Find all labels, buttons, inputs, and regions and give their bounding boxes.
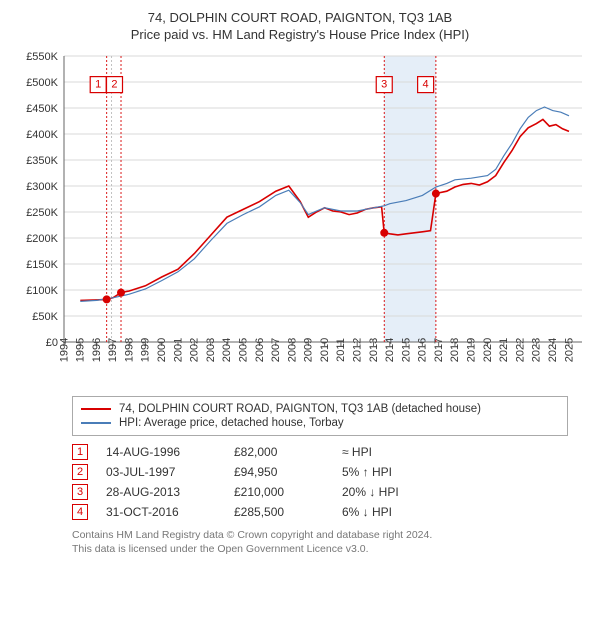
- svg-text:£0: £0: [46, 337, 58, 349]
- event-price: £210,000: [234, 485, 324, 499]
- svg-text:2016: 2016: [417, 338, 429, 362]
- svg-text:2002: 2002: [189, 338, 201, 362]
- event-date: 14-AUG-1996: [106, 445, 216, 459]
- event-price: £94,950: [234, 465, 324, 479]
- events-table: 1 14-AUG-1996 £82,000 ≈ HPI 2 03-JUL-1997 £94,…: [72, 444, 568, 520]
- price-chart: £0 £50K £100K £150K £200K £250K £300K £350K £400…: [10, 50, 590, 390]
- svg-text:2021: 2021: [498, 338, 510, 362]
- svg-text:£300K: £300K: [26, 181, 58, 193]
- svg-text:2012: 2012: [352, 338, 364, 362]
- svg-text:£400K: £400K: [26, 129, 58, 141]
- footer-line-1: Contains HM Land Registry data © Crown c…: [72, 528, 568, 542]
- svg-text:£450K: £450K: [26, 103, 58, 115]
- event-price: £285,500: [234, 505, 324, 519]
- legend-swatch: [81, 408, 111, 410]
- event-relative: ≈ HPI: [342, 445, 442, 459]
- chart-svg: £0 £50K £100K £150K £200K £250K £300K £350K £400…: [10, 50, 590, 390]
- svg-text:2001: 2001: [172, 338, 184, 362]
- legend-row: 74, DOLPHIN COURT ROAD, PAIGNTON, TQ3 1A…: [81, 403, 559, 415]
- footer: Contains HM Land Registry data © Crown c…: [72, 528, 568, 556]
- event-relative: 5% ↑ HPI: [342, 465, 442, 479]
- event-index: 1: [72, 444, 88, 460]
- svg-text:2008: 2008: [286, 338, 298, 362]
- svg-text:1996: 1996: [91, 338, 103, 362]
- event-index: 4: [72, 504, 88, 520]
- legend-row: HPI: Average price, detached house, Torb…: [81, 417, 559, 429]
- svg-text:2009: 2009: [303, 338, 315, 362]
- svg-text:2022: 2022: [514, 338, 526, 362]
- svg-text:£150K: £150K: [26, 259, 58, 271]
- svg-text:2019: 2019: [466, 338, 478, 362]
- event-price: £82,000: [234, 445, 324, 459]
- svg-text:2010: 2010: [319, 338, 331, 362]
- svg-text:2015: 2015: [400, 338, 412, 362]
- svg-text:£350K: £350K: [26, 155, 58, 167]
- svg-text:2003: 2003: [205, 338, 217, 362]
- event-date: 28-AUG-2013: [106, 485, 216, 499]
- legend-swatch: [81, 422, 111, 424]
- svg-text:2005: 2005: [237, 338, 249, 362]
- svg-text:2006: 2006: [254, 338, 266, 362]
- event-index: 3: [72, 484, 88, 500]
- svg-text:2018: 2018: [449, 338, 461, 362]
- svg-text:3: 3: [381, 79, 387, 91]
- svg-text:4: 4: [423, 79, 429, 91]
- svg-text:2007: 2007: [270, 338, 282, 362]
- footer-line-2: This data is licensed under the Open Gov…: [72, 542, 568, 556]
- svg-text:1999: 1999: [140, 338, 152, 362]
- event-row: 4 31-OCT-2016 £285,500 6% ↓ HPI: [72, 504, 568, 520]
- event-relative: 20% ↓ HPI: [342, 485, 442, 499]
- svg-text:1997: 1997: [107, 338, 119, 362]
- legend: 74, DOLPHIN COURT ROAD, PAIGNTON, TQ3 1A…: [72, 396, 568, 436]
- svg-text:£50K: £50K: [32, 311, 58, 323]
- svg-text:1: 1: [95, 79, 101, 91]
- svg-text:2023: 2023: [531, 338, 543, 362]
- page-subtitle: Price paid vs. HM Land Registry's House …: [10, 27, 590, 42]
- event-row: 1 14-AUG-1996 £82,000 ≈ HPI: [72, 444, 568, 460]
- svg-text:2025: 2025: [563, 338, 575, 362]
- svg-text:£500K: £500K: [26, 77, 58, 89]
- svg-text:£100K: £100K: [26, 285, 58, 297]
- svg-text:£250K: £250K: [26, 207, 58, 219]
- svg-text:2017: 2017: [433, 338, 445, 362]
- svg-text:2000: 2000: [156, 338, 168, 362]
- svg-text:£200K: £200K: [26, 233, 58, 245]
- svg-text:2004: 2004: [221, 338, 233, 362]
- svg-text:2024: 2024: [547, 338, 559, 362]
- legend-label: HPI: Average price, detached house, Torb…: [119, 417, 344, 429]
- page-title: 74, DOLPHIN COURT ROAD, PAIGNTON, TQ3 1A…: [10, 10, 590, 25]
- event-date: 03-JUL-1997: [106, 465, 216, 479]
- svg-text:£550K: £550K: [26, 51, 58, 63]
- svg-text:2020: 2020: [482, 338, 494, 362]
- svg-text:1995: 1995: [75, 338, 87, 362]
- svg-text:2: 2: [111, 79, 117, 91]
- event-row: 2 03-JUL-1997 £94,950 5% ↑ HPI: [72, 464, 568, 480]
- event-date: 31-OCT-2016: [106, 505, 216, 519]
- event-index: 2: [72, 464, 88, 480]
- svg-text:2014: 2014: [384, 338, 396, 362]
- legend-label: 74, DOLPHIN COURT ROAD, PAIGNTON, TQ3 1A…: [119, 403, 481, 415]
- svg-text:2013: 2013: [368, 338, 380, 362]
- event-relative: 6% ↓ HPI: [342, 505, 442, 519]
- svg-text:1998: 1998: [123, 338, 135, 362]
- event-row: 3 28-AUG-2013 £210,000 20% ↓ HPI: [72, 484, 568, 500]
